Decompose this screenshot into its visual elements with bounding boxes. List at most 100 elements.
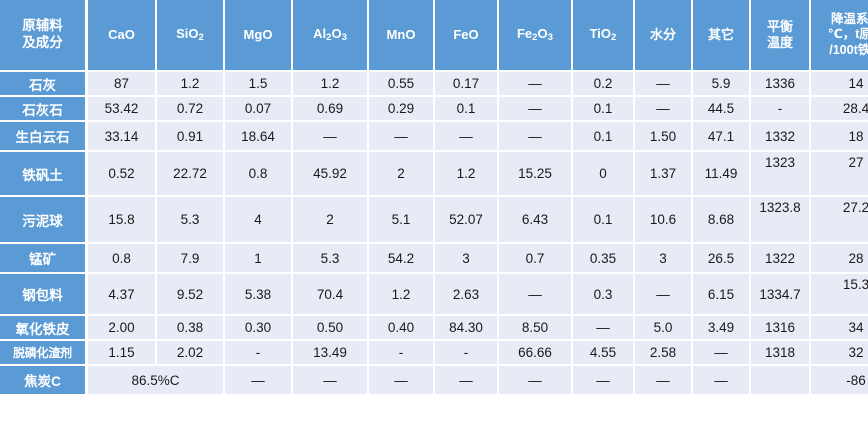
table-cell-other: 5.9 [693, 72, 751, 97]
table-cell-CaO: 15.8 [88, 197, 157, 244]
table-cell-FeO: — [435, 122, 499, 152]
table-cell-cooling_coef: 28 [811, 244, 868, 274]
table-cell-Fe2O3: 66.66 [499, 341, 573, 366]
table-cell-TiO2: 0.35 [573, 244, 635, 274]
table-cell-Fe2O3: 15.25 [499, 152, 573, 197]
table-cell-SiO2: 9.52 [157, 274, 225, 316]
table-cell-Al2O3: 5.3 [293, 244, 369, 274]
table-cell-MgO: — [225, 366, 293, 394]
table-cell-MgO: 0.30 [225, 316, 293, 341]
materials-composition-table: 原辅料 及成分 CaO SiO2 MgO Al2O3 MnO FeO Fe2O3 TiO2 水分 其它… [0, 0, 868, 394]
column-header-line: 降温系数 [830, 12, 868, 27]
table-cell-cooling_coef: 34 [811, 316, 868, 341]
table-cell-TiO2: — [573, 366, 635, 394]
table-cell-MgO: 18.64 [225, 122, 293, 152]
table-cell-Fe2O3: — [499, 274, 573, 316]
table-cell-MnO: 54.2 [369, 244, 435, 274]
table-cell-MnO: 0.40 [369, 316, 435, 341]
table-cell-cooling_coef: 14 [811, 72, 868, 97]
table-cell-MnO: 0.55 [369, 72, 435, 97]
table-cell-TiO2: — [573, 316, 635, 341]
table-cell-SiO2: 5.3 [157, 197, 225, 244]
table-cell-other: 47.1 [693, 122, 751, 152]
table-cell-cooling_coef: 32 [811, 341, 868, 366]
table-cell-FeO: 3 [435, 244, 499, 274]
table-cell-balance_temp: 1334.7 [751, 274, 811, 316]
table-cell-CaO: 0.8 [88, 244, 157, 274]
table-cell-Al2O3: 13.49 [293, 341, 369, 366]
table-cell-CaO: 4.37 [88, 274, 157, 316]
table-cell-CaO: 33.14 [88, 122, 157, 152]
row-header-material: 钢包料 [0, 274, 88, 316]
table-cell-CaO: 1.15 [88, 341, 157, 366]
table-header: 原辅料 及成分 CaO SiO2 MgO Al2O3 MnO FeO Fe2O3 TiO2 水分 其它… [0, 0, 868, 72]
row-header-material: 脱磷化渣剂 [0, 341, 88, 366]
row-header-material: 焦炭C [0, 366, 88, 394]
table-cell-cooling_coef: -86 [811, 366, 868, 394]
table-cell-cooling_coef: 27 [811, 152, 868, 197]
table-cell-balance_temp: 1332 [751, 122, 811, 152]
column-header-SiO2: SiO2 [157, 0, 225, 72]
table-cell-cooling_coef: 15.3 [811, 274, 868, 316]
row-header-material: 生白云石 [0, 122, 88, 152]
table-cell-other: 8.68 [693, 197, 751, 244]
column-header-Al2O3: Al2O3 [293, 0, 369, 72]
column-header-balance_temp: 平衡 温度 [751, 0, 811, 72]
table-cell-CaO: 53.42 [88, 97, 157, 122]
table-cell-TiO2: 0.1 [573, 197, 635, 244]
row-header-material: 锰矿 [0, 244, 88, 274]
table-row: 氧化铁皮 2.00 0.38 0.30 0.50 0.40 84.30 8.50—5.0 3.4… [0, 316, 868, 341]
table-body: 石灰 87 1.2 1.5 1.2 0.55 0.17—0.2—5.9 1336 14 石灰石 53… [0, 72, 868, 394]
table-cell-moisture: 3 [635, 244, 693, 274]
table-cell-MnO: — [369, 122, 435, 152]
table-cell-Al2O3: 0.50 [293, 316, 369, 341]
table-cell-Al2O3: — [293, 366, 369, 394]
column-header-FeO: FeO [435, 0, 499, 72]
table-cell-Al2O3: — [293, 122, 369, 152]
table-cell-other: 44.5 [693, 97, 751, 122]
table-row: 铁矾土 0.52 22.72 0.8 45.92 2 1.2 15.25 0 1.37 11.49 1… [0, 152, 868, 197]
table-cell-Al2O3: 70.4 [293, 274, 369, 316]
table-cell-TiO2: 0.3 [573, 274, 635, 316]
column-header-other: 其它 [693, 0, 751, 72]
table-cell-MnO: 0.29 [369, 97, 435, 122]
table-cell-MnO: 2 [369, 152, 435, 197]
table-cell-Al2O3: 45.92 [293, 152, 369, 197]
table-cell-balance_temp: 1318 [751, 341, 811, 366]
table-row: 石灰 87 1.2 1.5 1.2 0.55 0.17—0.2—5.9 1336 14 [0, 72, 868, 97]
table-cell-moisture: — [635, 274, 693, 316]
column-header-line: 及成分 [22, 35, 63, 50]
table-cell-cooling_coef: 28.4 [811, 97, 868, 122]
table-cell-cooling_coef: 27.2 [811, 197, 868, 244]
table-cell-moisture: 2.58 [635, 341, 693, 366]
table-cell-balance_temp: 1316 [751, 316, 811, 341]
table-cell-moisture: — [635, 72, 693, 97]
table-cell-FeO: 52.07 [435, 197, 499, 244]
table-row: 生白云石 33.14 0.91 18.64— — — —0.1 1.50 47.1 1332 18 [0, 122, 868, 152]
table-row: 脱磷化渣剂 1.15 2.02-13.49- -66.66 4.55 2.58—1318 3… [0, 341, 868, 366]
column-header-line: ℃，t原料 [827, 27, 868, 42]
table-cell-MgO: 4 [225, 197, 293, 244]
table-cell-MnO: 5.1 [369, 197, 435, 244]
column-header-MnO: MnO [369, 0, 435, 72]
column-header-line: 原辅料 [22, 18, 63, 34]
table-cell-balance_temp: 1323 [751, 152, 811, 197]
table-cell-SiO2: 0.91 [157, 122, 225, 152]
table-cell-FeO: 1.2 [435, 152, 499, 197]
table-cell-SiO2: 2.02 [157, 341, 225, 366]
table-cell-other: — [693, 366, 751, 394]
column-header-CaO: CaO [88, 0, 157, 72]
column-header-cooling_coef: 降温系数℃，t原料/100t铁水 [811, 0, 868, 72]
table-cell-MgO: 1.5 [225, 72, 293, 97]
table-cell-TiO2: 0.1 [573, 122, 635, 152]
column-header-moisture: 水分 [635, 0, 693, 72]
row-header-material: 铁矾土 [0, 152, 88, 197]
table-header-row: 原辅料 及成分 CaO SiO2 MgO Al2O3 MnO FeO Fe2O3 TiO2 水分 其它… [0, 0, 868, 72]
row-header-material: 石灰石 [0, 97, 88, 122]
table-cell-other: 6.15 [693, 274, 751, 316]
table-cell-balance_temp: - [751, 97, 811, 122]
column-header-MgO: MgO [225, 0, 293, 72]
table-cell-SiO2: 22.72 [157, 152, 225, 197]
table-cell-MgO: 5.38 [225, 274, 293, 316]
table-cell-other: 11.49 [693, 152, 751, 197]
